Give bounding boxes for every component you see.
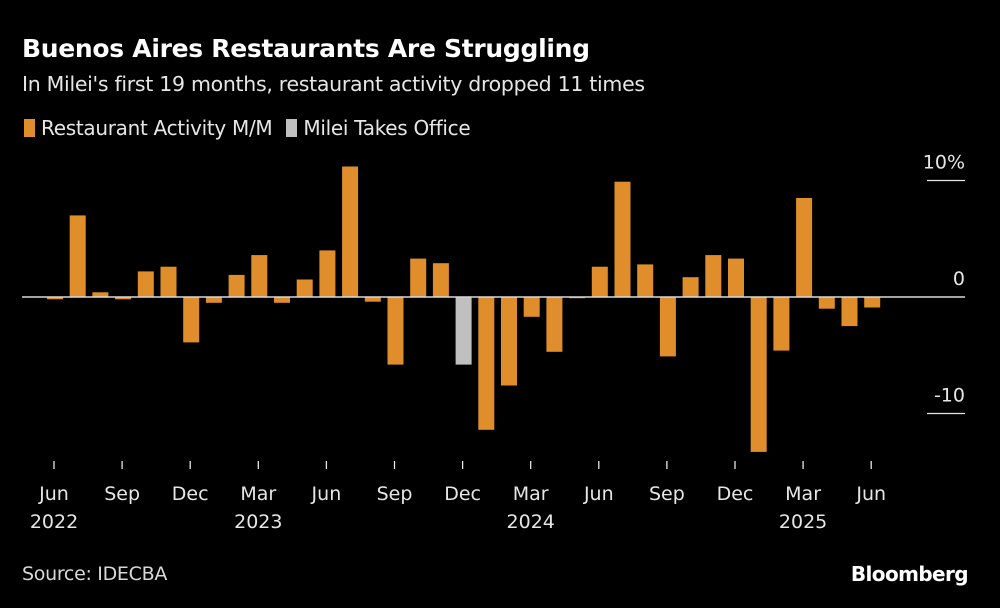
bar-milei-takes-office <box>455 297 472 365</box>
x-tick-year: 2025 <box>779 511 827 533</box>
x-axis: Jun 2022 Sep Dec Mar 2023 Jun Sep Dec Mar 2024 Jun S… <box>30 461 886 533</box>
bar <box>92 292 109 297</box>
bar <box>501 297 517 386</box>
bar <box>432 263 449 297</box>
chart-subtitle: In Milei's first 19 months, restaurant a… <box>22 72 645 96</box>
legend-label: Restaurant Activity M/M <box>41 116 273 140</box>
x-tick-month: Dec <box>172 483 209 505</box>
bar <box>319 250 336 297</box>
bar <box>296 279 313 297</box>
x-tick-month: Sep <box>377 483 413 505</box>
bar <box>205 297 222 303</box>
bar <box>705 255 722 297</box>
bar <box>546 297 563 352</box>
x-tick-month: Jun <box>855 483 886 505</box>
bloomberg-logo: Bloomberg <box>850 562 969 586</box>
y-tick-label: 0 <box>953 268 965 290</box>
x-tick-month: Sep <box>649 483 685 505</box>
y-axis: 10% 0 -10 <box>923 152 965 415</box>
legend-item-milei-takes-office: Milei Takes Office <box>286 116 471 140</box>
bar <box>682 277 699 297</box>
bar <box>342 166 359 297</box>
legend: Restaurant Activity M/M Milei Takes Offi… <box>24 116 484 140</box>
bar <box>115 297 132 300</box>
bar <box>183 297 200 343</box>
bar <box>796 198 813 297</box>
x-tick-month: Jun <box>311 483 342 505</box>
y-tick-label: 10% <box>923 152 965 174</box>
bar <box>410 258 427 297</box>
x-tick-year: 2023 <box>234 511 282 533</box>
bar <box>228 274 245 297</box>
bar <box>750 297 767 452</box>
bar <box>818 297 835 309</box>
bar <box>364 297 381 302</box>
bar <box>728 258 744 297</box>
bar <box>137 271 154 297</box>
x-tick-month: Jun <box>583 483 614 505</box>
bar <box>160 266 177 297</box>
bar <box>274 297 290 303</box>
x-tick-month: Sep <box>104 483 140 505</box>
legend-swatch-orange <box>24 119 35 137</box>
chart-title: Buenos Aires Restaurants Are Struggling <box>22 34 590 63</box>
bar <box>251 255 268 297</box>
bar <box>864 297 881 308</box>
x-tick-month: Mar <box>240 483 276 505</box>
bar <box>478 297 495 430</box>
bar <box>659 297 676 357</box>
legend-item-restaurant-activity: Restaurant Activity M/M <box>24 116 273 140</box>
x-tick-month: Mar <box>513 483 549 505</box>
x-tick-month: Mar <box>785 483 821 505</box>
y-tick-label: -10 <box>934 385 965 407</box>
x-tick-year: 2022 <box>30 511 78 533</box>
bar <box>841 297 858 327</box>
bar <box>637 264 654 297</box>
legend-label: Milei Takes Office <box>303 116 471 140</box>
bar <box>69 215 86 297</box>
legend-swatch-gray <box>286 119 298 137</box>
bars <box>47 166 881 452</box>
x-tick-year: 2024 <box>507 511 555 533</box>
bar <box>47 297 63 300</box>
bar <box>773 297 790 351</box>
bar <box>614 181 631 297</box>
bar <box>387 297 404 365</box>
bar <box>523 297 540 317</box>
x-tick-month: Dec <box>444 483 481 505</box>
x-tick-month: Jun <box>38 483 69 505</box>
bar <box>591 266 608 297</box>
source-note: Source: IDECBA <box>22 563 168 585</box>
x-tick-month: Dec <box>717 483 754 505</box>
